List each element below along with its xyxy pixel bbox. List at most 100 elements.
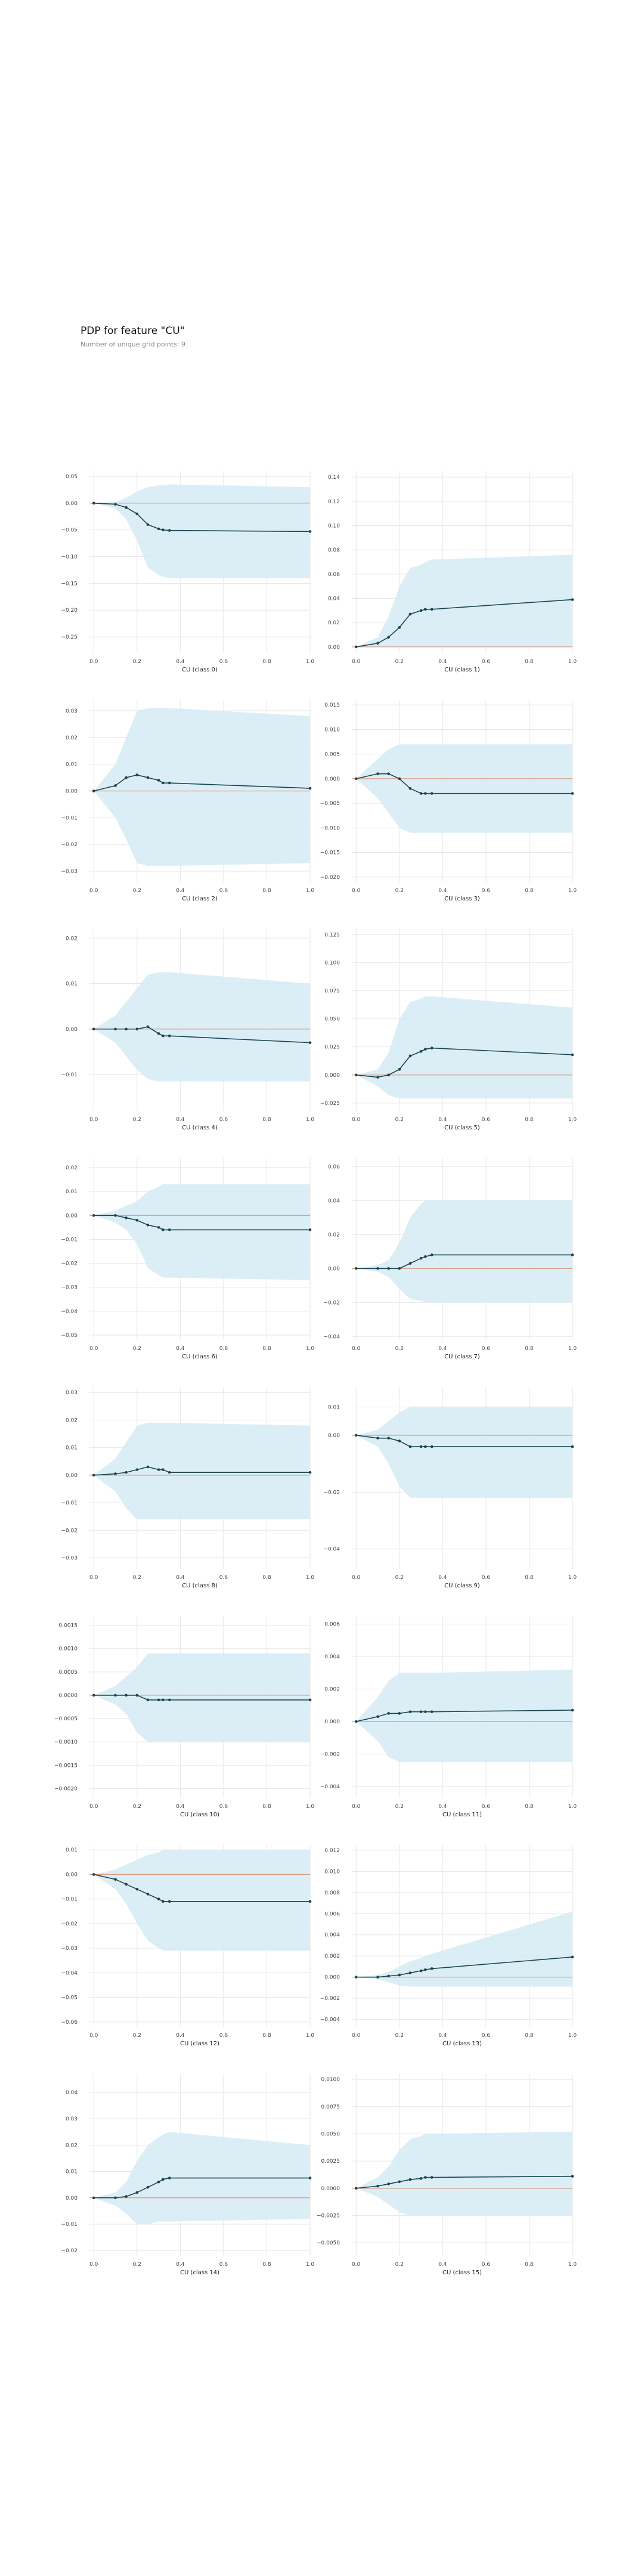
y-tick-label: −0.04 bbox=[323, 1547, 340, 1553]
pdp-point bbox=[571, 2175, 574, 2178]
pdp-point bbox=[376, 772, 379, 775]
pdp-point bbox=[162, 1900, 165, 1903]
y-tick-label: −0.002 bbox=[320, 1996, 340, 2002]
y-tick-label: 0.025 bbox=[324, 1045, 340, 1051]
pdp-panel-6: 0.02 0.01 0.00 −0.01 −0.02 −0.03 −0.04 −0.05 0.0… bbox=[61, 1158, 314, 1360]
x-tick-label: 0.6 bbox=[219, 2262, 228, 2268]
x-tick-label: 0.2 bbox=[395, 2262, 404, 2268]
y-tick-label: 0.005 bbox=[324, 752, 340, 758]
x-tick-label: 0.2 bbox=[133, 1346, 141, 1352]
pdp-point bbox=[571, 598, 574, 601]
y-tick-label: 0.012 bbox=[324, 1848, 340, 1854]
pdp-point bbox=[308, 530, 312, 533]
pdp-point bbox=[162, 528, 165, 531]
pdp-point bbox=[398, 1712, 401, 1715]
pdp-point bbox=[419, 1049, 423, 1053]
y-tick-label: 0.00 bbox=[66, 501, 78, 507]
pdp-panel-15: 0.0100 0.0075 0.0050 0.0025 0.0000 −0.0025 −0.… bbox=[317, 2074, 577, 2276]
page-title: PDP for feature "CU" bbox=[80, 325, 185, 337]
x-tick-label: 0.6 bbox=[482, 659, 491, 665]
pdp-point bbox=[419, 1256, 423, 1260]
pdp-point bbox=[387, 1712, 390, 1715]
x-tick-label: 0.6 bbox=[219, 1117, 228, 1123]
y-tick-label: 0.0075 bbox=[321, 2104, 340, 2110]
x-tick-label: 0.4 bbox=[438, 888, 447, 894]
x-axis-label: CU (class 10) bbox=[180, 1812, 219, 1818]
pdp-point bbox=[168, 1034, 171, 1038]
x-tick-label: 0.4 bbox=[176, 1575, 185, 1581]
x-axis-label: CU (class 7) bbox=[444, 1354, 480, 1360]
x-tick-label: 0.0 bbox=[352, 888, 361, 894]
x-tick-label: 0.4 bbox=[176, 1117, 185, 1123]
y-tick-label: −0.05 bbox=[61, 1995, 78, 2001]
y-tick-label: 0.00 bbox=[328, 1433, 340, 1439]
pdp-point bbox=[398, 1068, 401, 1071]
y-tick-label: 0.125 bbox=[324, 932, 340, 938]
pdp-point bbox=[125, 1883, 128, 1886]
x-axis-label: CU (class 3) bbox=[444, 896, 480, 902]
y-tick-label: 0.004 bbox=[324, 1933, 340, 1939]
pdp-panel-7: 0.06 0.04 0.02 0.00 −0.02 −0.04 0.0 0.2 0.4 0.6 0.… bbox=[323, 1158, 577, 1360]
x-tick-label: 0.2 bbox=[395, 1117, 404, 1123]
y-tick-label: 0.01 bbox=[66, 1445, 78, 1451]
x-tick-label: 0.0 bbox=[89, 2033, 98, 2039]
pdp-point bbox=[92, 2196, 95, 2200]
pdp-point bbox=[162, 781, 165, 785]
pdp-panel-11: 0.006 0.004 0.002 0.000 −0.002 −0.004 0.0 0.2 0.… bbox=[320, 1616, 577, 1818]
x-axis-label: CU (class 6) bbox=[182, 1354, 218, 1360]
x-tick-label: 1.0 bbox=[306, 2033, 315, 2039]
x-tick-label: 0.6 bbox=[482, 888, 491, 894]
y-tick-label: −0.005 bbox=[320, 801, 340, 807]
pdp-point bbox=[424, 1048, 427, 1051]
pdp-panel-4: 0.02 0.01 0.00 −0.01 0.0 0.2 0.4 0.6 0.8 1.0 CU (c… bbox=[61, 929, 314, 1131]
pdp-point bbox=[157, 779, 160, 782]
pdp-panel-0: 0.05 0.00 −0.05 −0.10 −0.15 −0.20 −0.25 0.0 0.2 0… bbox=[61, 471, 314, 673]
y-tick-label: 0.02 bbox=[66, 936, 78, 942]
pdp-point bbox=[408, 1445, 412, 1448]
pdp-point bbox=[376, 642, 379, 645]
pdp-point bbox=[430, 1253, 434, 1256]
y-tick-label: 0.0005 bbox=[59, 1670, 78, 1676]
pdp-point bbox=[398, 626, 401, 629]
confidence-band bbox=[356, 1407, 572, 1498]
pdp-point bbox=[135, 1027, 139, 1031]
pdp-point bbox=[308, 1228, 312, 1231]
y-tick-label: −0.020 bbox=[320, 875, 340, 881]
pdp-point bbox=[419, 1710, 423, 1713]
pdp-point bbox=[168, 2176, 171, 2179]
confidence-band bbox=[356, 996, 572, 1099]
y-tick-label: −0.010 bbox=[320, 825, 340, 831]
y-tick-label: 0.06 bbox=[328, 572, 340, 578]
y-tick-label: 0.06 bbox=[328, 1164, 340, 1170]
y-tick-label: 0.02 bbox=[328, 1232, 340, 1238]
x-axis-label: CU (class 5) bbox=[444, 1125, 480, 1131]
x-tick-label: 0.2 bbox=[133, 1804, 141, 1810]
y-tick-label: 0.00 bbox=[66, 1872, 78, 1878]
pdp-point bbox=[430, 1967, 434, 1970]
pdp-point bbox=[408, 612, 412, 616]
pdp-point bbox=[398, 1439, 401, 1442]
x-tick-label: 0.4 bbox=[438, 1117, 447, 1123]
pdp-point bbox=[424, 1968, 427, 1971]
pdp-point bbox=[354, 1267, 358, 1270]
confidence-band bbox=[356, 2131, 572, 2216]
pdp-point bbox=[135, 512, 139, 516]
pdp-point bbox=[424, 1445, 427, 1448]
pdp-point bbox=[125, 1693, 128, 1697]
y-tick-label: 0.02 bbox=[328, 620, 340, 626]
x-axis-label: CU (class 12) bbox=[180, 2041, 219, 2047]
pdp-point bbox=[92, 1027, 95, 1031]
pdp-point bbox=[308, 787, 312, 790]
pdp-point bbox=[135, 1468, 139, 1471]
pdp-point bbox=[376, 1267, 379, 1270]
x-tick-label: 0.8 bbox=[525, 2262, 534, 2268]
y-tick-label: 0.004 bbox=[324, 1654, 340, 1660]
y-tick-label: −0.0015 bbox=[54, 1763, 78, 1769]
x-tick-label: 0.0 bbox=[352, 2262, 361, 2268]
pdp-point bbox=[114, 2196, 117, 2200]
x-tick-label: 0.4 bbox=[176, 659, 185, 665]
x-tick-label: 1.0 bbox=[568, 888, 577, 894]
y-tick-label: −0.02 bbox=[61, 1261, 78, 1267]
pdp-panel-14: 0.04 0.03 0.02 0.01 0.00 −0.01 −0.02 0.0 0.2 0.4 0… bbox=[61, 2074, 314, 2276]
x-tick-label: 0.8 bbox=[525, 1575, 534, 1581]
